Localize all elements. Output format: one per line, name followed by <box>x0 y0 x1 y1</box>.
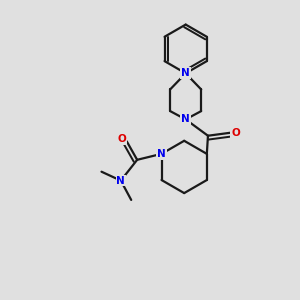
Text: N: N <box>181 114 190 124</box>
Text: N: N <box>157 149 166 159</box>
Text: O: O <box>117 134 126 144</box>
Text: N: N <box>181 68 190 78</box>
Text: O: O <box>231 128 240 138</box>
Text: N: N <box>116 176 125 186</box>
